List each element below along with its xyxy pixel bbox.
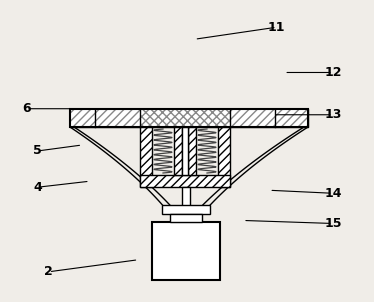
Bar bbox=[230, 109, 275, 127]
Bar bbox=[70, 109, 308, 127]
Bar bbox=[140, 175, 230, 187]
Text: 2: 2 bbox=[44, 265, 53, 278]
Bar bbox=[70, 109, 95, 127]
Bar bbox=[70, 109, 308, 127]
Bar bbox=[275, 109, 308, 127]
Bar bbox=[170, 214, 202, 222]
Bar bbox=[182, 127, 188, 175]
Text: 11: 11 bbox=[268, 21, 285, 34]
Text: 4: 4 bbox=[33, 181, 42, 194]
Bar bbox=[140, 109, 230, 127]
Bar bbox=[218, 127, 230, 187]
Text: 12: 12 bbox=[324, 66, 341, 79]
Text: 5: 5 bbox=[33, 144, 42, 158]
Text: 15: 15 bbox=[324, 217, 341, 230]
Bar bbox=[162, 205, 210, 214]
Bar bbox=[174, 127, 182, 175]
Text: 6: 6 bbox=[22, 102, 31, 115]
Bar bbox=[182, 187, 190, 214]
Text: 14: 14 bbox=[324, 187, 341, 200]
Bar bbox=[140, 127, 152, 187]
Bar bbox=[95, 109, 140, 127]
Bar bbox=[188, 127, 196, 175]
Bar bbox=[152, 222, 220, 280]
Text: 13: 13 bbox=[324, 108, 341, 121]
